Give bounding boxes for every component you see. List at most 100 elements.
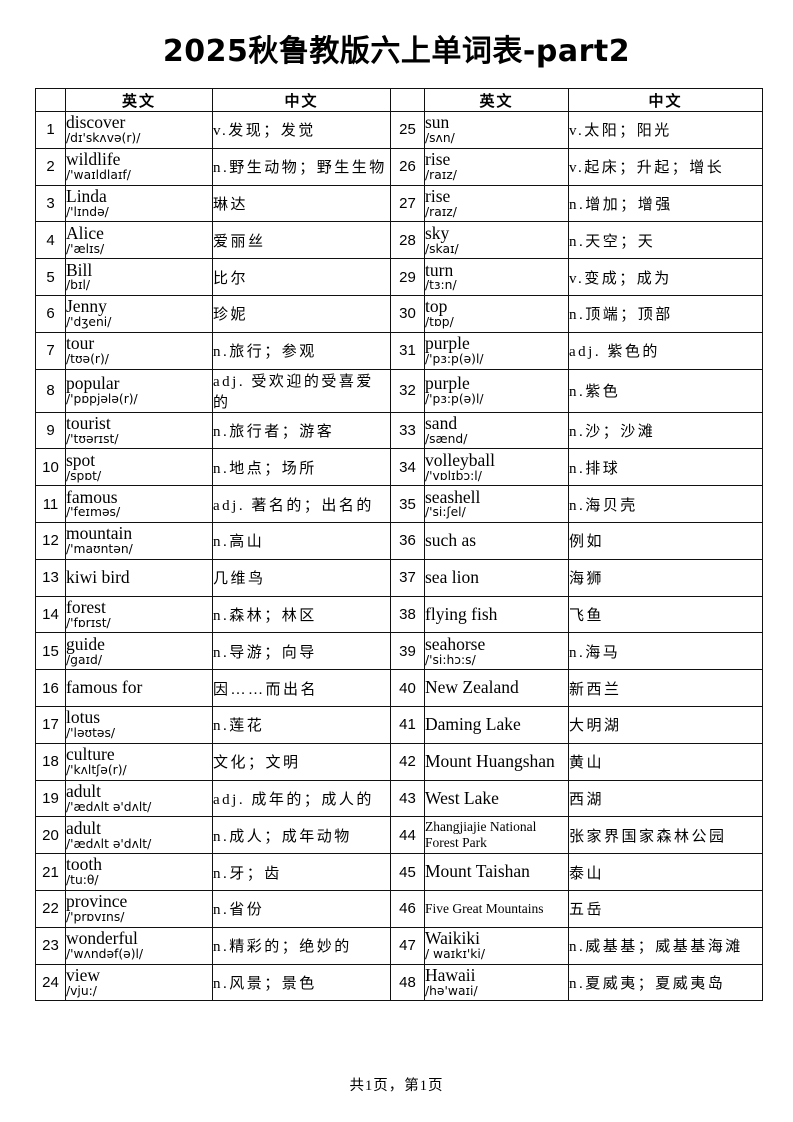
phonetic-transcription: /sænd/ [425, 431, 468, 446]
word-cell: New Zealand [424, 669, 569, 707]
english-word: West Lake [425, 787, 499, 808]
english-word: tooth [66, 854, 102, 875]
word-cell: famous for [65, 669, 213, 707]
row-number: 24 [35, 963, 66, 1002]
meaning-cell: n.威基基；威基基海滩 [568, 926, 763, 965]
table-row: 2 wildlife/'waɪldlaɪf/n.野生动物；野生生物 26 rise/r… [35, 147, 763, 186]
english-word: discover [66, 112, 126, 133]
row-number: 23 [35, 926, 66, 965]
row-number: 40 [390, 669, 425, 707]
word-cell: Hawaii/hə'waɪi/ [424, 963, 569, 1002]
meaning-cell: n.增加；增强 [568, 184, 763, 223]
english-word: culture [66, 744, 115, 765]
word-cell: turn/tɜ:n/ [424, 258, 569, 296]
meaning-cell: 琳达 [212, 184, 391, 223]
word-cell: Daming Lake [424, 705, 569, 744]
word-cell: purple/'pɜ:p(ə)l/ [424, 368, 569, 413]
english-word: view [66, 964, 101, 985]
table-row: 14 forest/'fɒrɪst/n.森林；林区 38 flying fish 飞鱼 [35, 595, 763, 634]
table-row: 7 tour/tʊə(r)/n.旅行；参观 31 purple/'pɜ:p(ə)l/a… [35, 331, 763, 370]
table-row: 5 Bill/bɪl/比尔 29 turn/tɜ:n/v.变成；成为 [35, 258, 763, 296]
vocab-table: 英文 中文 英文 中文 1 discover/dɪ'skʌvə(r)/v.发现；发… [35, 88, 763, 1002]
table-row: 1 discover/dɪ'skʌvə(r)/v.发现；发觉 25 sun/sʌn/v… [35, 111, 763, 149]
english-word: seahorse [425, 633, 486, 654]
row-number: 28 [390, 221, 425, 260]
row-number: 39 [390, 632, 425, 671]
header-english-left: 英文 [65, 88, 213, 112]
word-cell: province/'prɒvɪns/ [65, 889, 213, 928]
table-row: 22 province/'prɒvɪns/n.省份 46 Five Great Mou… [35, 889, 763, 928]
meaning-cell: n.森林；林区 [212, 595, 391, 634]
row-number: 3 [35, 184, 66, 223]
phonetic-transcription: /'pɜ:p(ə)l/ [425, 391, 484, 406]
meaning-cell: n.紫色 [568, 368, 763, 413]
english-word: Zhangjiajie National Forest Park [425, 819, 537, 851]
row-number: 30 [390, 294, 425, 333]
meaning-cell: n.成人；成年动物 [212, 816, 391, 855]
meaning-cell: n.地点；场所 [212, 448, 391, 487]
meaning-cell: 珍妮 [212, 294, 391, 333]
meaning-cell: n.海马 [568, 632, 763, 671]
meaning-cell: 飞鱼 [568, 595, 763, 634]
english-word: wildlife [66, 149, 121, 170]
row-number: 22 [35, 889, 66, 928]
meaning-cell: v.变成；成为 [568, 258, 763, 296]
meaning-cell: 几维鸟 [212, 558, 391, 597]
word-cell: sky/skaɪ/ [424, 221, 569, 260]
phonetic-transcription: /'pɜ:p(ə)l/ [425, 351, 484, 366]
table-row: 15 guide/gaɪd/n.导游；向导 39 seahorse/'si:hɔ:s/… [35, 632, 763, 671]
meaning-cell: n.风景；景色 [212, 963, 391, 1002]
english-word: Alice [66, 222, 104, 243]
english-word: Waikiki [425, 928, 480, 949]
word-cell: famous/'feɪməs/ [65, 485, 213, 523]
word-cell: Jenny/'dʒeni/ [65, 294, 213, 333]
phonetic-transcription: /dɪ'skʌvə(r)/ [66, 131, 141, 146]
phonetic-transcription: /skaɪ/ [425, 241, 459, 256]
meaning-cell: 泰山 [568, 853, 763, 891]
word-cell: wildlife/'waɪldlaɪf/ [65, 147, 213, 186]
english-word: Bill [66, 259, 93, 280]
meaning-cell: n.野生动物；野生生物 [212, 147, 391, 186]
english-word: adult [66, 817, 102, 838]
word-cell: Linda/'lɪndə/ [65, 184, 213, 223]
word-cell: West Lake [424, 779, 569, 818]
meaning-cell: 大明湖 [568, 705, 763, 744]
meaning-cell: 比尔 [212, 258, 391, 296]
row-number: 36 [390, 521, 425, 560]
english-word: adult [66, 780, 102, 801]
meaning-cell: n.牙；齿 [212, 853, 391, 891]
row-number: 46 [390, 889, 425, 928]
phonetic-transcription: /spɒt/ [66, 468, 102, 483]
phonetic-transcription: /tʊə(r)/ [66, 351, 109, 366]
english-word: famous for [66, 677, 143, 698]
word-cell: volleyball/'vɒlɪbɔ:l/ [424, 448, 569, 487]
meaning-cell: 西湖 [568, 779, 763, 818]
phonetic-transcription: /'si:hɔ:s/ [425, 652, 476, 667]
row-number: 33 [390, 411, 425, 450]
word-cell: top/tɒp/ [424, 294, 569, 333]
row-number: 43 [390, 779, 425, 818]
phonetic-transcription: /vju:/ [66, 983, 97, 998]
phonetic-transcription: /'dʒeni/ [66, 315, 112, 330]
phonetic-transcription: /'ædʌlt ə'dʌlt/ [66, 799, 152, 814]
phonetic-transcription: /'pɒpjələ(r)/ [66, 391, 138, 406]
phonetic-transcription: /'si:ʃel/ [425, 505, 466, 520]
english-word: sun [425, 112, 450, 133]
english-word: forest [66, 596, 106, 617]
row-number: 26 [390, 147, 425, 186]
meaning-cell: adj. 受欢迎的受喜爱的 [212, 368, 391, 413]
phonetic-transcription: /'kʌltʃə(r)/ [66, 762, 127, 777]
meaning-cell: 五岳 [568, 889, 763, 928]
table-row: 21 tooth/tu:θ/n.牙；齿 45 Mount Taishan 泰山 [35, 853, 763, 891]
row-number: 11 [35, 485, 66, 523]
header-chinese-right: 中文 [568, 88, 763, 112]
word-cell: flying fish [424, 595, 569, 634]
word-cell: rise/raɪz/ [424, 147, 569, 186]
table-row: 17 lotus/'ləʊtəs/n.莲花 41 Daming Lake 大明湖 [35, 705, 763, 744]
phonetic-transcription: /hə'waɪi/ [425, 983, 478, 998]
meaning-cell: n.省份 [212, 889, 391, 928]
row-number: 18 [35, 742, 66, 781]
english-word: spot [66, 449, 96, 470]
english-word: province [66, 891, 128, 912]
english-word: Hawaii [425, 964, 476, 985]
